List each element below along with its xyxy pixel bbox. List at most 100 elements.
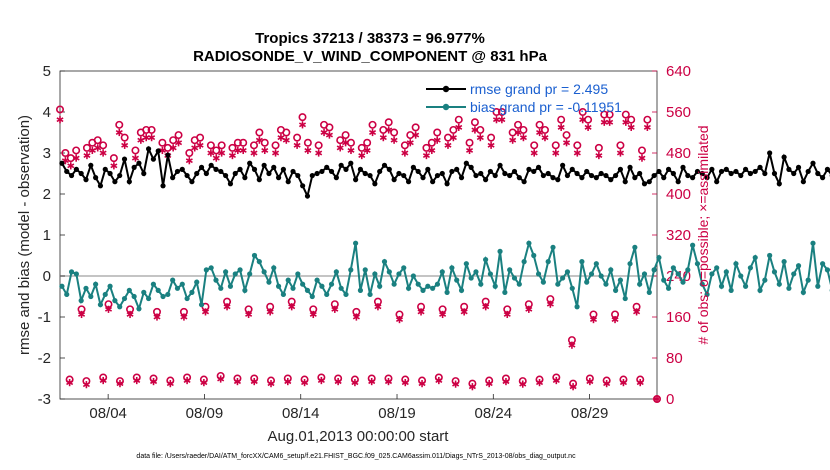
legend: rmse grand pr = 2.495 bias grand pr = -0… [426, 81, 622, 115]
asterisk-stroke [369, 130, 377, 135]
obs-possible-marker [578, 108, 587, 117]
ticks-layer: -3-2-101234508016024032040048056064008/0… [38, 63, 691, 422]
obs-assimilated-marker [541, 134, 549, 142]
asterisk-stroke [150, 379, 158, 385]
bias-point [314, 277, 320, 283]
rmse-point [781, 154, 787, 160]
bias-point [64, 291, 70, 298]
asterisk-stroke [439, 311, 447, 317]
bias-point [338, 285, 344, 291]
rmse-point [531, 168, 537, 175]
asterisk-stroke [363, 147, 371, 153]
obs-assimilated-marker [482, 303, 490, 311]
obs-assimilated-marker [535, 379, 544, 387]
asterisk-stroke [485, 381, 493, 387]
asterisk-stroke [643, 124, 651, 130]
bias-point [434, 281, 441, 287]
rmse-point [179, 166, 185, 172]
bias-point [295, 271, 301, 277]
rmse-point [473, 172, 479, 179]
rmse-point [405, 179, 412, 185]
obs-assimilated-marker [267, 380, 275, 388]
bias-point [112, 298, 118, 304]
asterisk-stroke [460, 309, 468, 315]
rmse-point [362, 170, 368, 177]
obs-possible-marker [142, 125, 151, 134]
asterisk-stroke [82, 382, 90, 388]
bias-point [771, 269, 778, 275]
obs-assimilated-marker [552, 149, 560, 157]
rmse-point [535, 164, 542, 170]
obs-assimilated-marker [616, 149, 624, 157]
obs-assimilated-marker [233, 377, 241, 386]
rmse-point [824, 166, 830, 172]
asterisk-stroke [133, 378, 141, 384]
rmse-point [564, 172, 571, 179]
obs-assimilated-marker [401, 379, 409, 387]
obs-assimilated-marker [334, 377, 342, 386]
asterisk-stroke [223, 304, 231, 310]
asterisk-stroke [417, 309, 425, 315]
rmse-point [738, 172, 744, 179]
rmse-point [598, 170, 604, 177]
asterisk-stroke [636, 380, 644, 386]
obs-assimilated-marker [66, 379, 74, 387]
obs-possible-marker [163, 143, 172, 152]
bias-point [815, 283, 821, 289]
bias-point [781, 259, 787, 265]
obs-possible-marker [357, 143, 366, 152]
bias-point [454, 277, 460, 283]
rmse-point [757, 164, 763, 170]
asterisk-stroke [619, 380, 627, 386]
bias-point [670, 265, 676, 271]
bias-point [184, 295, 190, 302]
rmse-point [675, 179, 681, 185]
obs-possible-marker [66, 154, 75, 163]
bias-point [271, 265, 277, 271]
obs-assimilated-marker [250, 149, 258, 157]
rmse-point [733, 168, 739, 175]
rmse-point [300, 183, 306, 189]
rmse-point [213, 166, 219, 172]
bias-point [795, 263, 802, 269]
rmse-point [88, 162, 94, 168]
rmse-point [430, 179, 436, 185]
obs-possible-marker [584, 115, 593, 124]
asterisk-stroke [207, 150, 215, 156]
bias-point [425, 283, 431, 289]
series-layer [59, 145, 830, 312]
rmse-point [78, 170, 84, 177]
asterisk-stroke [468, 384, 476, 390]
obs-possible-marker [298, 113, 307, 122]
asterisk-stroke [406, 140, 414, 146]
obs-possible-marker [341, 131, 350, 140]
bias-point [516, 281, 522, 287]
rmse-point [251, 166, 258, 172]
obs-possible-marker [621, 110, 630, 119]
asterisk-stroke [384, 379, 393, 385]
rmse-point [550, 175, 556, 181]
bias-point [266, 279, 272, 285]
y-left-tick-label: 1 [43, 227, 51, 244]
bias-point [381, 259, 388, 265]
rmse-point [502, 170, 508, 177]
asterisk-stroke [444, 142, 452, 148]
obs-possible-marker [346, 138, 355, 147]
obs-assimilated-marker [433, 136, 441, 144]
rmse-point [742, 166, 749, 172]
rmse-point [184, 172, 190, 179]
bias-point [646, 289, 652, 295]
rmse-point [516, 175, 522, 181]
bias-point [319, 283, 325, 289]
rmse-point [771, 170, 778, 177]
bias-point [617, 277, 624, 283]
obs-assimilated-marker [317, 376, 325, 385]
rmse-point [68, 172, 75, 179]
asterisk-stroke [185, 158, 193, 164]
asterisk-stroke [603, 381, 611, 387]
rmse-point [579, 175, 585, 181]
bias-point [526, 240, 532, 246]
obs-assimilated-marker [595, 151, 603, 160]
obs-possible-marker [487, 133, 496, 142]
asterisk-stroke [395, 317, 404, 323]
